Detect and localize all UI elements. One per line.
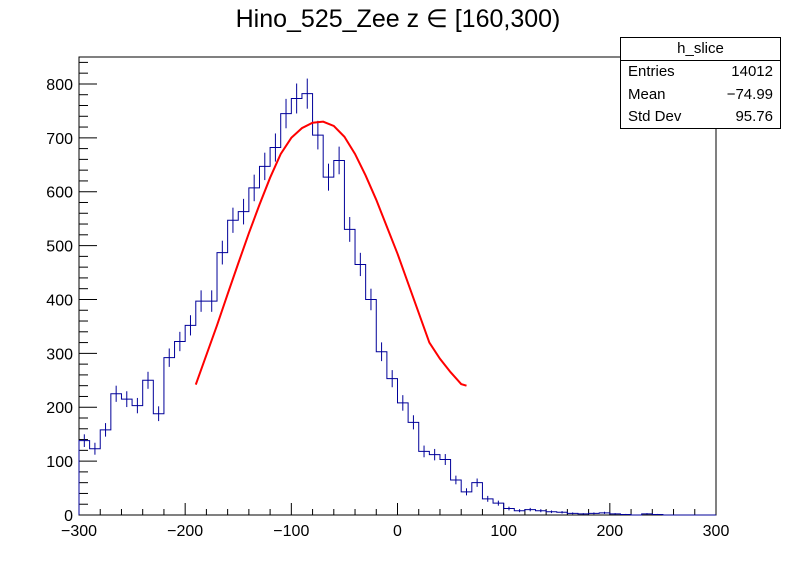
y-tick-label: 400 (46, 292, 73, 309)
x-tick-label: −100 (273, 523, 309, 540)
stats-label-entries: Entries (628, 63, 675, 80)
y-tick-label: 500 (46, 239, 73, 256)
stats-row-entries: Entries 14012 (621, 61, 780, 84)
x-tick-label: 300 (703, 523, 730, 540)
y-tick-label: 300 (46, 346, 73, 363)
stats-label-mean: Mean (628, 85, 666, 103)
x-tick-label: −200 (167, 523, 203, 540)
y-tick-label: 0 (64, 508, 73, 525)
y-tick-label: 800 (46, 77, 73, 94)
stats-box-name: h_slice (621, 38, 780, 61)
x-tick-label: 0 (393, 523, 402, 540)
x-tick-label: −300 (61, 523, 97, 540)
y-tick-label: 700 (46, 131, 73, 148)
stats-label-stddev: Std Dev (628, 108, 682, 125)
histogram-outline (78, 93, 716, 516)
stats-value-stddev: 95.76 (735, 108, 773, 125)
stats-row-mean: Mean −74.99 (621, 84, 780, 107)
stats-box: h_slice Entries 14012 Mean −74.99 Std De… (620, 37, 781, 129)
y-tick-label: 600 (46, 185, 73, 202)
chart-title: Hino_525_Zee z ∈ [160,300) (235, 5, 561, 33)
y-tick-label: 100 (46, 454, 73, 471)
fit-curve (194, 120, 467, 387)
stats-value-entries: 14012 (731, 63, 773, 80)
x-tick-label: 100 (490, 523, 517, 540)
stats-value-mean: −74.99 (726, 85, 773, 103)
y-tick-label: 200 (46, 400, 73, 417)
stats-row-stddev: Std Dev 95.76 (621, 106, 780, 129)
x-tick-label: 200 (596, 523, 623, 540)
